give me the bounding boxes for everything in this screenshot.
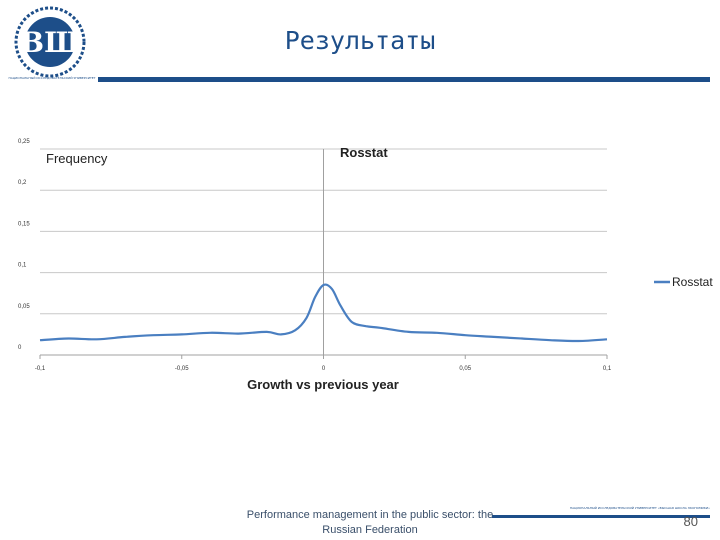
x-tick-label: 0,05 xyxy=(459,366,471,372)
x-axis-label: Growth vs previous year xyxy=(247,377,399,392)
logo-caption: НАЦИОНАЛЬНЫЙ ИССЛЕДОВАТЕЛЬСКИЙ УНИВЕРСИТ… xyxy=(8,76,96,80)
footer-text: Performance management in the public sec… xyxy=(246,509,494,536)
footer-university: НАЦИОНАЛЬНЫЙ ИССЛЕДОВАТЕЛЬСКИЙ УНИВЕРСИТ… xyxy=(569,506,710,510)
x-tick-label: -0,1 xyxy=(35,366,46,372)
y-tick-label: 0,2 xyxy=(18,180,27,186)
title-divider xyxy=(98,77,710,82)
chart-title: Rosstat xyxy=(340,145,388,160)
legend-label: Rosstat xyxy=(672,275,713,289)
university-logo: ВШ xyxy=(14,6,86,78)
footer-divider xyxy=(492,515,710,518)
chart-axes xyxy=(39,149,608,359)
chart-series xyxy=(39,283,608,343)
x-tick-label: 0 xyxy=(322,366,326,372)
chart-tick-labels: 0 0,05 0,1 0,15 0,2 0,25 -0,1 -0,05 0 0,05 0,1 xyxy=(18,139,612,372)
y-tick-label: 0,1 xyxy=(18,263,27,269)
y-tick-label: 0,05 xyxy=(18,304,30,310)
x-tick-label: 0,1 xyxy=(603,366,612,372)
series-line-rosstat xyxy=(39,283,608,343)
page-number: 80 xyxy=(683,514,698,529)
svg-text:ВШ: ВШ xyxy=(20,26,79,59)
x-tick-label: -0,05 xyxy=(175,366,189,372)
y-tick-label: 0,15 xyxy=(18,221,30,227)
y-axis-label: Frequency xyxy=(46,151,108,166)
y-tick-label: 0 xyxy=(18,345,22,351)
y-tick-label: 0,25 xyxy=(18,139,30,145)
slide-title: Результаты xyxy=(284,26,436,55)
